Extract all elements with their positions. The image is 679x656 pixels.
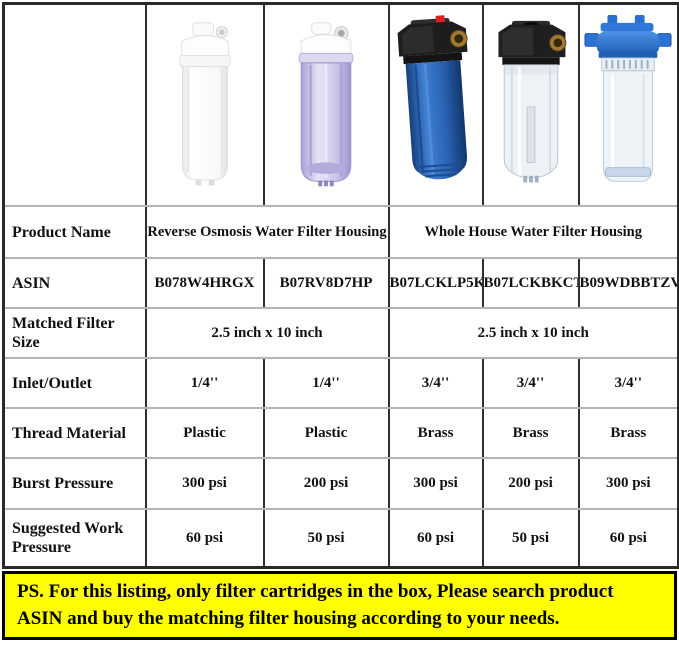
burst-pressure-value: 300 psi [144,457,265,510]
blue-cap [596,31,660,56]
product-image-row [2,2,679,207]
work-pressure-value: 50 psi [262,508,390,569]
row-label: Suggested Work Pressure [2,508,147,569]
thread-material-value: Brass [387,407,484,459]
row-label: Burst Pressure [2,457,147,510]
clear-blue-cap-housing-image [584,15,672,182]
row-inlet-outlet: Inlet/Outlet 1/4'' 1/4'' 3/4'' 3/4'' 3/4… [2,357,679,409]
asin-value: B07LCKBKCT [481,257,580,309]
row-label: ASIN [2,257,147,309]
asin-value: B078W4HRGX [144,257,265,309]
ps-note-line-2: ASIN and buy the matching filter housing… [17,608,560,629]
blue-whole-house-housing-image [397,15,468,180]
left-port [584,33,600,47]
product-image-cell-5 [577,2,679,207]
thread-material-value: Plastic [144,407,265,459]
row-burst-pressure: Burst Pressure 300 psi 200 psi 300 psi 2… [2,457,679,510]
white-reverse-osmosis-housing-image [178,22,231,186]
product-image-cell-3 [387,2,484,207]
product-image-cell-4 [481,2,580,207]
product-name-left: Reverse Osmosis Water Filter Housing [144,205,390,259]
inlet-outlet-value: 3/4'' [577,357,679,409]
filter-size-right: 2.5 inch x 10 inch [387,307,679,359]
row-work-pressure: Suggested Work Pressure 60 psi 50 psi 60… [2,508,679,569]
thread-material-value: Brass [481,407,580,459]
asin-value: B07LCKLP5K [387,257,484,309]
burst-pressure-value: 200 psi [481,457,580,510]
mounting-bracket [600,22,654,32]
comparison-table: Product Name Reverse Osmosis Water Filte… [2,2,679,569]
burst-pressure-value: 300 psi [387,457,484,510]
asin-value: B07RV8D7HP [262,257,390,309]
row-label: Thread Material [2,407,147,459]
inlet-outlet-value: 3/4'' [481,357,580,409]
thread-band [601,57,656,72]
row-product-name: Product Name Reverse Osmosis Water Filte… [2,205,679,259]
row-label: Matched Filter Size [2,307,147,359]
pressure-release-button [435,15,445,24]
clear-black-cap-housing-image [497,20,566,183]
inlet-outlet-value: 1/4'' [144,357,265,409]
product-name-right: Whole House Water Filter Housing [387,205,679,259]
empty-corner-cell [2,2,147,207]
work-pressure-value: 60 psi [387,508,484,569]
housing-body [405,60,467,180]
work-pressure-value: 50 psi [481,508,580,569]
row-filter-size: Matched Filter Size 2.5 inch x 10 inch 2… [2,307,679,359]
thread-material-value: Brass [577,407,679,459]
housing-cap [180,34,229,57]
burst-pressure-value: 300 psi [577,457,679,510]
row-label: Product Name [2,205,147,259]
burst-pressure-value: 200 psi [262,457,390,510]
work-pressure-value: 60 psi [577,508,679,569]
row-asin: ASIN B078W4HRGX B07RV8D7HP B07LCKLP5K B0… [2,257,679,309]
thread-material-value: Plastic [262,407,390,459]
inlet-outlet-value: 1/4'' [262,357,390,409]
housing-body [603,70,654,182]
standpipe [526,106,535,163]
filter-size-left: 2.5 inch x 10 inch [144,307,390,359]
ps-note-line-1: PS. For this listing, only filter cartri… [17,581,614,602]
row-label: Inlet/Outlet [2,357,147,409]
clear-reverse-osmosis-housing-image [298,22,354,187]
asin-value: B09WDBBTZV [577,257,679,309]
row-thread-material: Thread Material Plastic Plastic Brass Br… [2,407,679,459]
right-port [657,33,672,47]
product-image-cell-1 [144,2,265,207]
product-image-cell-2 [262,2,390,207]
work-pressure-value: 60 psi [144,508,265,569]
inlet-outlet-value: 3/4'' [387,357,484,409]
housing-cap [300,34,352,55]
ps-note: PS. For this listing, only filter cartri… [2,571,677,640]
housing-body [181,66,228,181]
